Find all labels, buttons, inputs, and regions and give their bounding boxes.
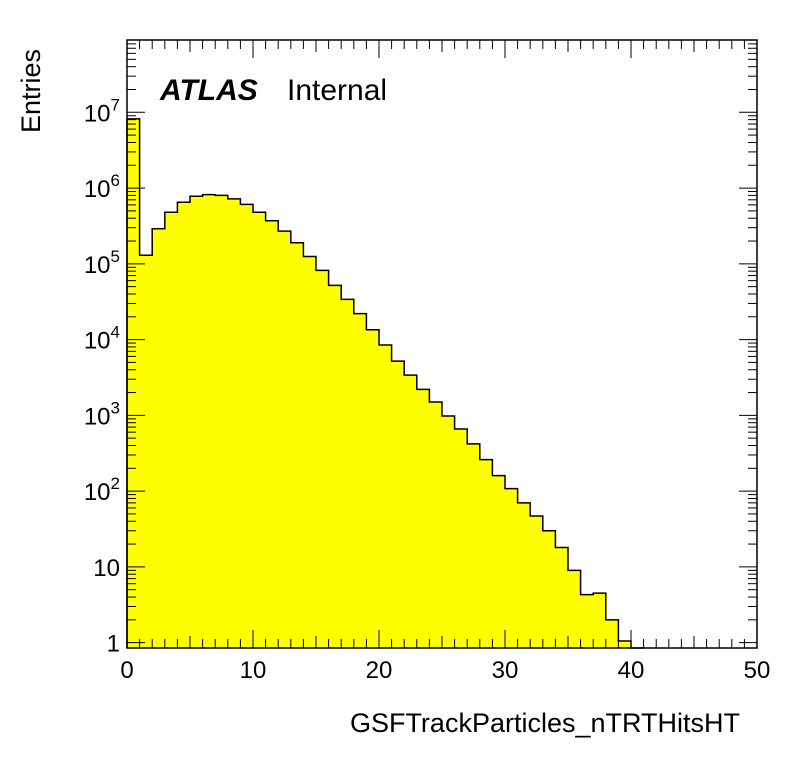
histogram-bin bbox=[429, 402, 443, 648]
y-tick-label: 107 bbox=[84, 95, 120, 127]
histogram-bin bbox=[278, 231, 292, 648]
histogram-bin bbox=[366, 329, 380, 648]
histogram-bin bbox=[190, 196, 203, 648]
histogram-bin bbox=[542, 530, 556, 648]
y-tick-label: 105 bbox=[84, 247, 120, 279]
y-tick-label: 1 bbox=[107, 631, 120, 658]
histogram-bin bbox=[316, 270, 329, 648]
histogram-bin bbox=[227, 198, 241, 648]
histogram-bin bbox=[391, 361, 405, 648]
x-tick-label: 10 bbox=[240, 657, 267, 684]
histogram-bin bbox=[568, 570, 581, 648]
histogram-bin bbox=[353, 313, 367, 648]
x-tick-label: 20 bbox=[366, 657, 393, 684]
histogram-bin bbox=[240, 204, 254, 649]
histogram-bin bbox=[454, 429, 468, 648]
y-axis-title: Entries bbox=[16, 49, 46, 133]
y-tick-label: 10 bbox=[93, 555, 120, 582]
histogram-bin bbox=[555, 547, 569, 648]
histogram-bin bbox=[593, 593, 607, 648]
histogram-bin bbox=[328, 285, 342, 648]
histogram-bin bbox=[530, 515, 544, 648]
histogram-bin bbox=[152, 228, 166, 648]
histogram-bin bbox=[127, 118, 140, 648]
histogram-bin bbox=[202, 194, 216, 648]
histogram-bin bbox=[505, 488, 518, 648]
histogram-bin bbox=[303, 256, 317, 648]
histogram-bin bbox=[215, 195, 229, 648]
plot-frame bbox=[126, 39, 758, 649]
histogram-bin bbox=[265, 220, 279, 649]
y-tick-label: 106 bbox=[84, 171, 120, 203]
x-tick-label: 30 bbox=[492, 657, 519, 684]
x-tick-label: 50 bbox=[744, 657, 771, 684]
x-tick-label: 0 bbox=[120, 657, 133, 684]
x-tick-label: 40 bbox=[618, 657, 645, 684]
histogram-bin bbox=[492, 475, 506, 648]
histogram-bin bbox=[404, 375, 418, 648]
histogram-bin bbox=[139, 255, 153, 648]
y-tick-label: 104 bbox=[84, 323, 120, 355]
histogram-bin bbox=[580, 594, 594, 648]
x-axis-title: GSFTrackParticles_nTRTHitsHT bbox=[350, 708, 740, 738]
histogram-bin bbox=[341, 299, 355, 648]
histogram-bin bbox=[517, 502, 531, 648]
histogram-bin bbox=[442, 416, 455, 648]
atlas-label: ATLAS bbox=[159, 74, 258, 107]
y-tick-label: 103 bbox=[84, 398, 120, 430]
histogram-bin bbox=[416, 389, 430, 648]
axis-ticks bbox=[126, 39, 758, 648]
internal-label: Internal bbox=[287, 74, 387, 107]
histogram-bin bbox=[605, 619, 619, 648]
x-tick-labels: 0 10 20 30 40 50 bbox=[120, 657, 770, 684]
histogram-bin bbox=[618, 641, 632, 648]
histogram-bin bbox=[479, 459, 493, 648]
histogram-bin bbox=[253, 212, 266, 648]
y-tick-labels: 1 10 102 103 104 105 106 107 bbox=[84, 95, 120, 657]
histogram-bars bbox=[127, 118, 632, 649]
y-tick-label: 102 bbox=[84, 474, 120, 506]
histogram-bin bbox=[164, 212, 178, 648]
histogram-bin bbox=[290, 242, 304, 648]
histogram-outline bbox=[126, 118, 644, 649]
histogram-bin bbox=[379, 344, 392, 648]
histogram-bin bbox=[177, 202, 191, 648]
histogram-bin bbox=[467, 443, 481, 648]
